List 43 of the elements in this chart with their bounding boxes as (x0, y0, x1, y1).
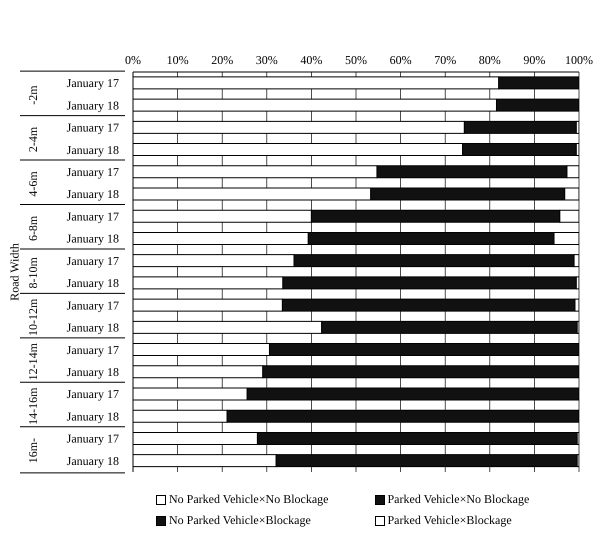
y-tick-label: January 17 (66, 165, 119, 179)
y-tick-label: January 18 (66, 454, 119, 468)
text: 16m- (26, 438, 40, 464)
y-axis-title: Road Width (7, 243, 22, 301)
y-tick-label: January 17 (66, 387, 119, 402)
text: 4-6m (26, 170, 40, 197)
y-tick-label: January 17 (66, 209, 119, 224)
x-tick-label: 0% (125, 53, 141, 67)
text: 12-14m (26, 342, 40, 380)
text: 2-4m (26, 126, 40, 152)
y-tick-label: January 18 (66, 232, 119, 246)
y-tick-label: January 18 (66, 98, 119, 112)
y-tick-label: January 17 (66, 432, 119, 446)
y-tick-label: January 17 (66, 76, 119, 90)
x-tick-label: 10% (166, 53, 189, 67)
x-tick-label: 70% (434, 53, 456, 67)
legend-label: No Parked Vehicle×No Blockage (169, 492, 329, 507)
y-tick-label: January 17 (66, 254, 119, 268)
text: 14-16m (26, 386, 40, 425)
x-tick-label: 100% (565, 53, 593, 67)
x-tick-label: 80% (478, 53, 501, 67)
text: -2m (26, 84, 40, 105)
text: 8-10m (26, 256, 40, 289)
x-tick-label: 60% (390, 53, 412, 67)
x-tick-label: 50% (345, 53, 367, 67)
y-tick-label: January 18 (66, 187, 119, 202)
y-tick-label: January 18 (66, 142, 119, 157)
text: 10-12m (26, 298, 40, 336)
y-tick-label: January 18 (66, 320, 119, 335)
x-tick-label: 90% (523, 53, 546, 67)
x-tick-label: 20% (211, 53, 234, 67)
legend-label: Parked Vehicle×Blockage (388, 513, 512, 528)
legend-label: No Parked Vehicle×Blockage (169, 513, 311, 528)
y-tick-label: January 17 (66, 342, 119, 357)
legend-label: Parked Vehicle×No Blockage (388, 492, 530, 507)
y-tick-label: January 17 (66, 298, 119, 312)
text: 6-8m (26, 215, 40, 242)
x-tick-label: 40% (300, 53, 322, 67)
y-tick-label: January 18 (66, 365, 119, 379)
x-tick-label: 30% (256, 53, 278, 67)
y-tick-label: January 18 (66, 409, 119, 424)
y-tick-label: January 18 (66, 276, 119, 290)
y-tick-label: January 17 (66, 120, 119, 135)
